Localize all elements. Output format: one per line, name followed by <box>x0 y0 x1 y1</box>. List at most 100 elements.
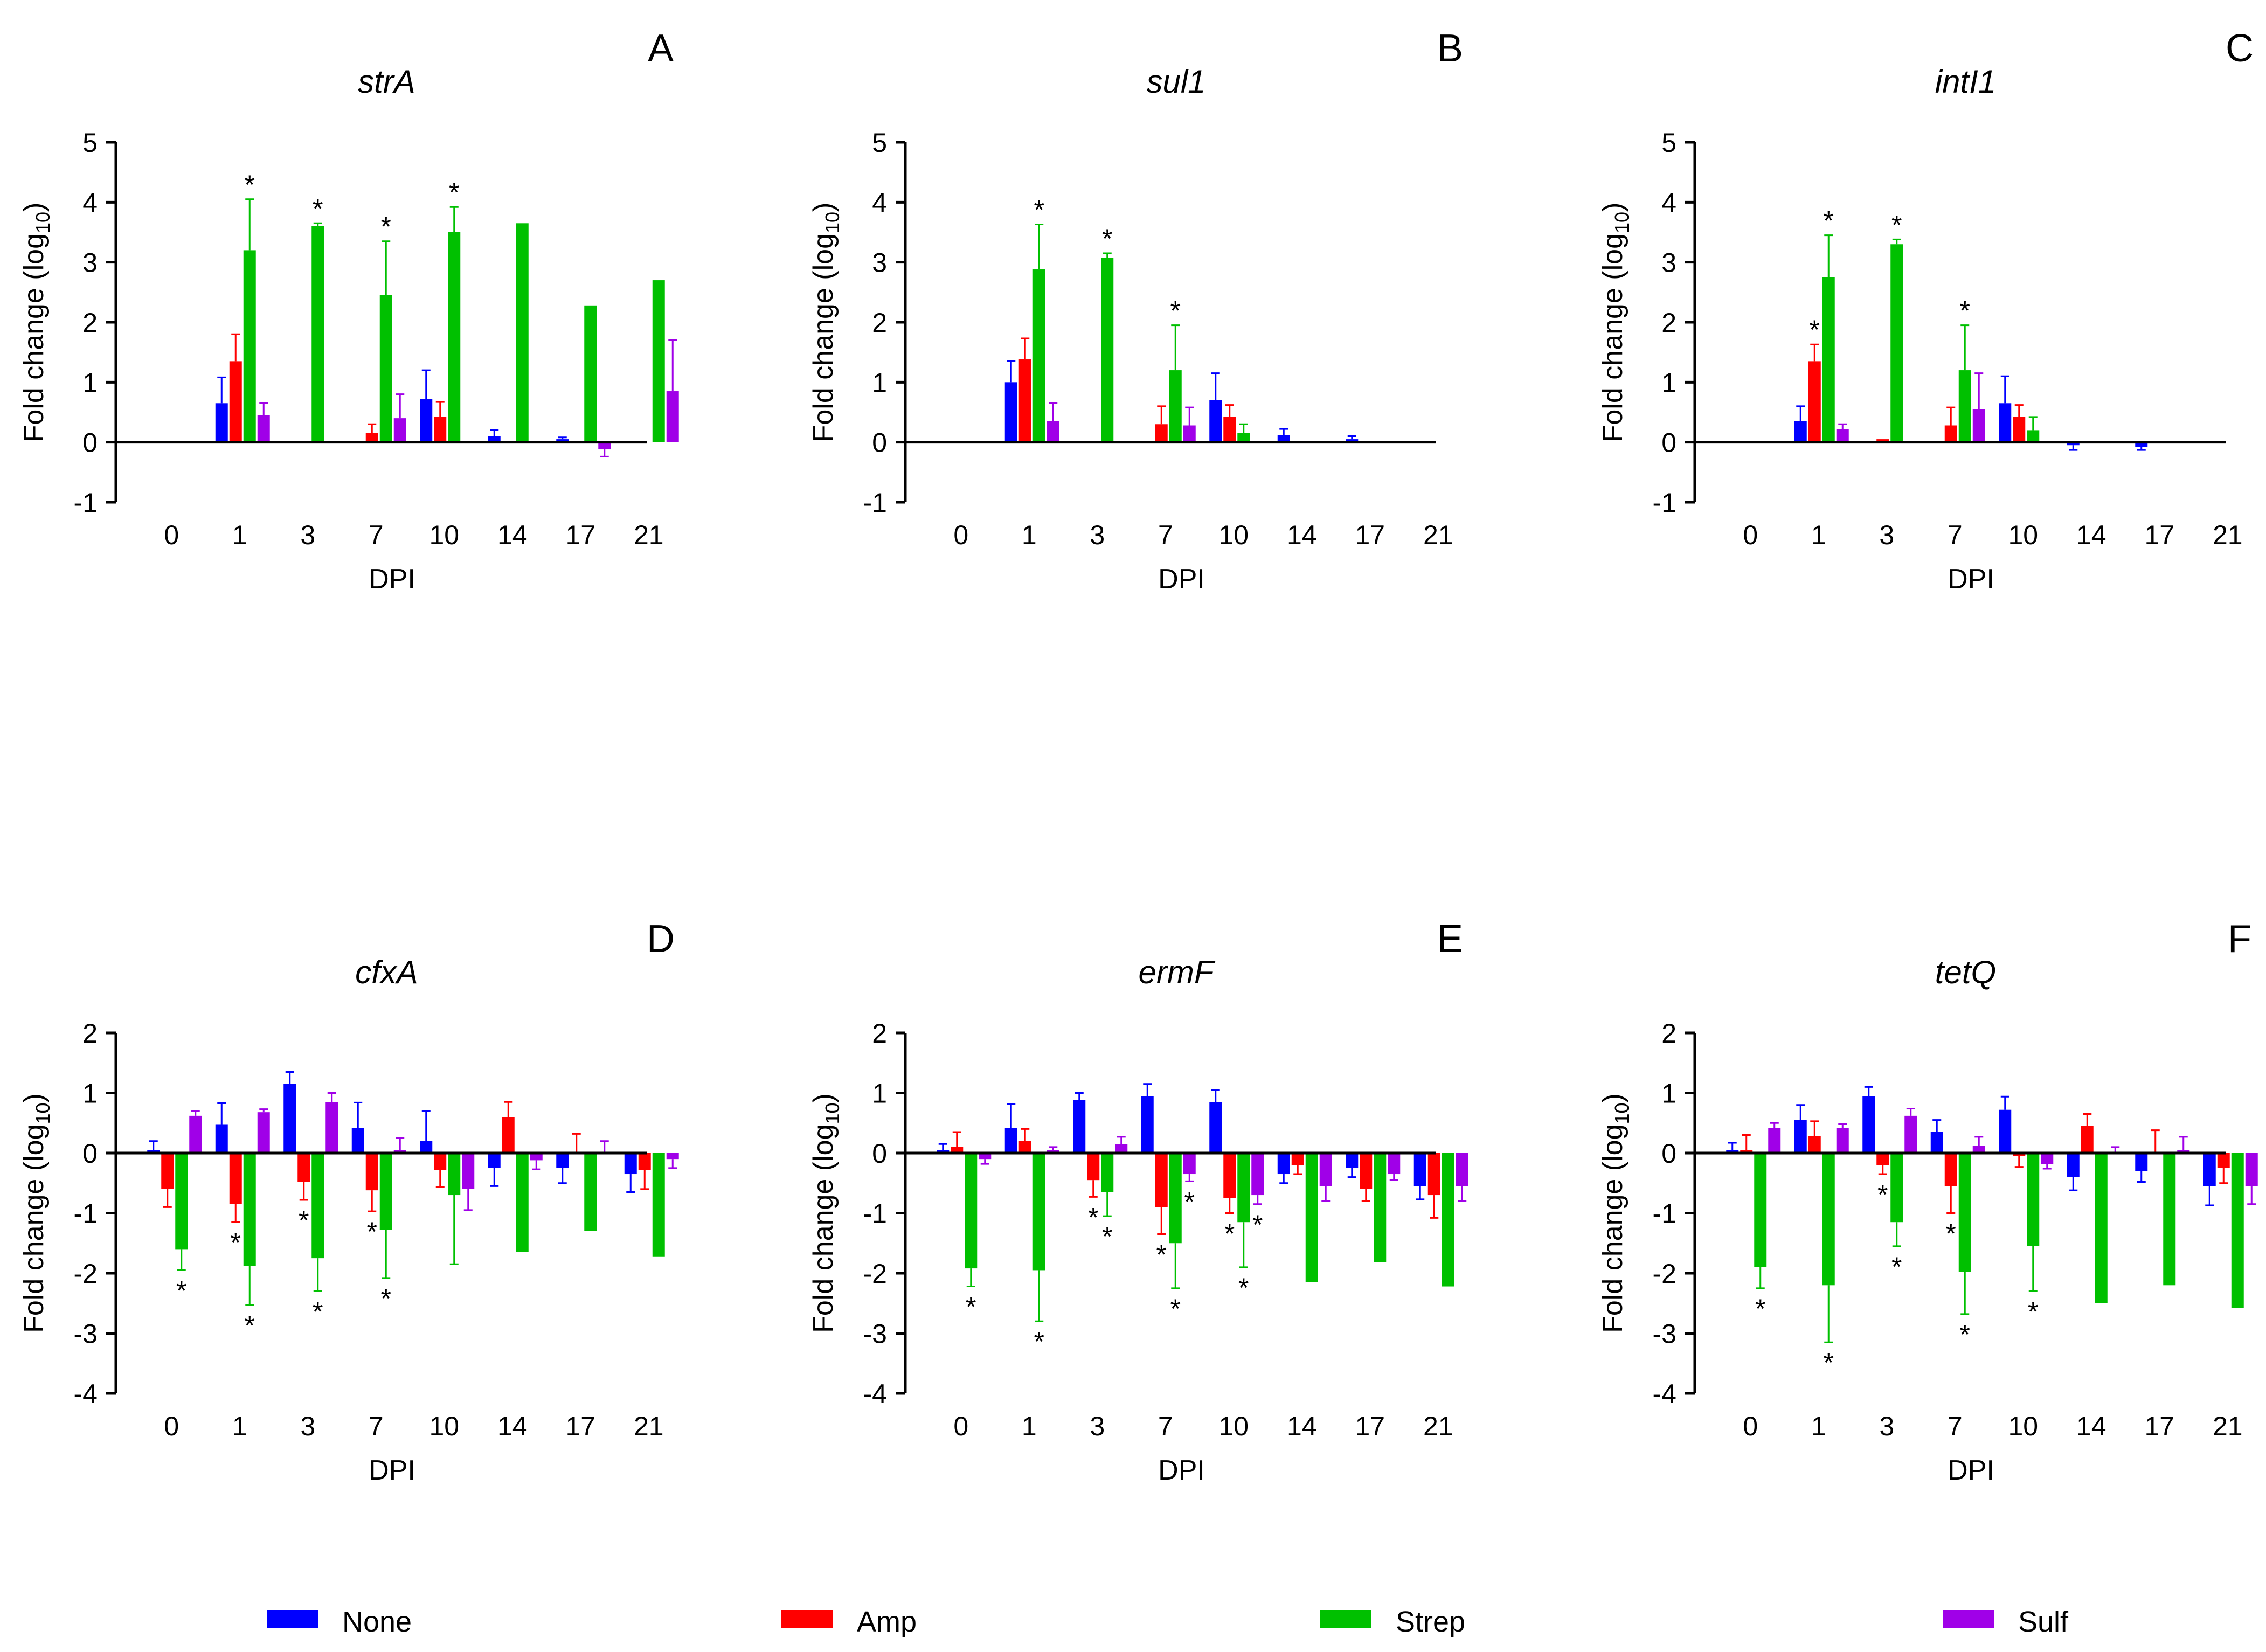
y-tick-label: -3 <box>1653 1319 1676 1349</box>
bar-sulf <box>462 1153 475 1189</box>
y-tick-label: 1 <box>1661 1079 1676 1109</box>
significance-marker: * <box>1102 1221 1112 1252</box>
bar-none <box>420 399 433 442</box>
bar-sulf <box>393 418 406 442</box>
bar-none <box>556 439 569 442</box>
significance-marker: * <box>1102 224 1112 254</box>
bar-strep <box>1958 370 1971 442</box>
x-tick-label: 21 <box>1423 1411 1453 1441</box>
x-tick-label: 3 <box>300 1411 315 1441</box>
bar-amp <box>434 417 447 442</box>
x-tick-label: 10 <box>429 1411 459 1441</box>
x-tick-label: 7 <box>1948 1411 1963 1441</box>
bar-none <box>1346 439 1359 442</box>
bar-sulf <box>393 1150 406 1153</box>
bar-amp <box>1808 361 1821 442</box>
y-tick-label: 1 <box>1661 367 1676 398</box>
bar-amp <box>2013 1153 2026 1156</box>
significance-marker: * <box>1170 296 1181 326</box>
x-tick-label: 14 <box>2076 1411 2106 1441</box>
bar-sulf <box>2245 1153 2258 1186</box>
bar-amp <box>229 1153 242 1204</box>
significance-marker: * <box>1184 1186 1195 1217</box>
x-tick-label: 1 <box>1811 520 1826 550</box>
x-tick-label: 10 <box>2008 1411 2038 1441</box>
bar-amp <box>2081 1126 2094 1153</box>
significance-marker: * <box>1238 1273 1249 1303</box>
bar-none <box>1999 1109 2012 1153</box>
y-tick-label: 3 <box>82 248 98 278</box>
significance-marker: * <box>245 1310 255 1341</box>
bar-none <box>2135 1153 2148 1171</box>
panel-title: cfxA <box>355 954 418 990</box>
bar-sulf <box>1319 1153 1332 1186</box>
x-tick-label: 1 <box>1811 1411 1826 1441</box>
bar-strep <box>2095 1153 2108 1303</box>
significance-marker: * <box>313 1296 323 1327</box>
x-tick-label: 17 <box>565 520 595 550</box>
x-tick-label: 0 <box>164 520 179 550</box>
x-axis-label: DPI <box>1948 1455 1994 1486</box>
legend-swatch <box>781 1610 833 1628</box>
y-tick-label: 2 <box>82 1018 98 1049</box>
bar-amp <box>161 1153 174 1189</box>
bar-strep <box>1442 1153 1454 1287</box>
bar-none <box>488 1153 501 1168</box>
bar-strep <box>243 1153 256 1266</box>
x-axis-label: DPI <box>1158 1455 1205 1486</box>
bar-sulf <box>1183 425 1196 442</box>
legend: None Amp Strep Sulf <box>267 1606 2069 1638</box>
significance-marker: * <box>1034 195 1044 225</box>
bar-none <box>624 1153 637 1175</box>
y-tick-label: -4 <box>863 1379 887 1409</box>
bar-none <box>937 1150 950 1153</box>
bar-sulf <box>1388 1153 1401 1175</box>
significance-marker: * <box>231 1227 241 1258</box>
bar-strep <box>1822 1153 1835 1286</box>
bar-strep <box>448 1153 461 1196</box>
bar-none <box>1141 1096 1154 1153</box>
bar-sulf <box>1183 1153 1196 1175</box>
panel-letter: A <box>648 27 674 70</box>
bar-none <box>1073 1100 1086 1153</box>
bar-strep <box>1958 1153 1971 1272</box>
bar-none <box>1862 1096 1875 1153</box>
x-tick-label: 14 <box>497 520 528 550</box>
bar-amp <box>1155 424 1168 442</box>
y-tick-label: 4 <box>82 188 98 218</box>
y-tick-label: -2 <box>863 1259 887 1289</box>
significance-marker: * <box>1946 1219 1956 1249</box>
panel-c: intI1 C -1 0 1 2 3 4 5 Fold change (log10) 0 1 3 7 10 1… <box>1597 27 2254 595</box>
bar-strep <box>516 223 529 442</box>
bar-sulf <box>666 1153 679 1160</box>
legend-item-sulf: Sulf <box>1943 1606 2069 1638</box>
x-tick-label: 21 <box>2213 520 2243 550</box>
bar-strep <box>652 280 665 442</box>
significance-marker: * <box>1034 1327 1044 1357</box>
panel-letter: C <box>2226 27 2254 70</box>
bar-strep <box>1890 244 1903 442</box>
panel-letter: E <box>1437 918 1463 961</box>
y-tick-label: -3 <box>74 1319 98 1349</box>
bar-strep <box>965 1153 978 1269</box>
significance-marker: * <box>2028 1296 2038 1327</box>
bar-strep <box>1374 1153 1387 1262</box>
bar-none <box>2203 1153 2216 1186</box>
y-tick-label: -1 <box>1653 1199 1676 1229</box>
significance-marker: * <box>381 212 391 242</box>
legend-item-none: None <box>267 1606 412 1638</box>
bar-none <box>1346 1153 1359 1168</box>
x-tick-label: 1 <box>1022 520 1037 550</box>
bar-amp <box>1876 439 1889 442</box>
bar-sulf <box>1972 1146 1985 1153</box>
bar-none <box>283 1084 296 1153</box>
y-tick-label: -1 <box>74 1199 98 1229</box>
bar-strep <box>1237 433 1250 442</box>
significance-marker: * <box>176 1275 186 1306</box>
y-tick-label: -2 <box>74 1259 98 1289</box>
bar-amp <box>1944 425 1957 442</box>
y-tick-label: 0 <box>82 1139 98 1169</box>
bar-sulf <box>325 1102 338 1153</box>
